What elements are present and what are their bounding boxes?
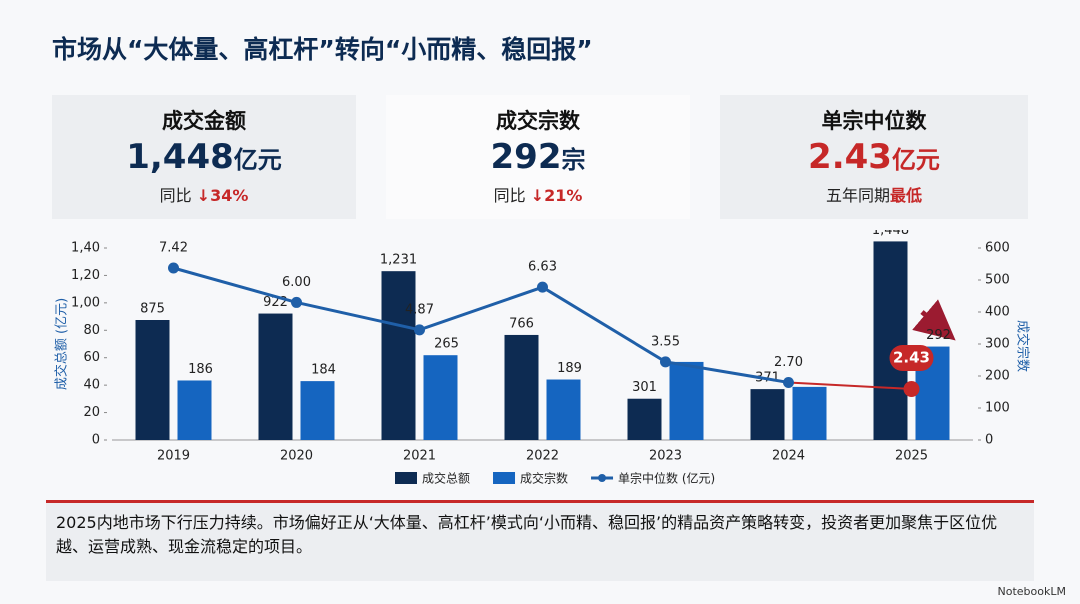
line-value-label: 6.00 — [282, 275, 311, 290]
kpi-title: 单宗中位数 — [821, 109, 927, 133]
y-tick-label: 20 — [83, 405, 100, 420]
brand: NotebookLM — [997, 585, 1066, 598]
kpi-unit: 亿元 — [233, 146, 282, 174]
bar-value-label: 301 — [632, 380, 657, 395]
bar — [546, 379, 581, 440]
x-tick-label: 2022 — [526, 449, 559, 464]
y-axis-label: 成交总额 (亿元) — [54, 298, 70, 390]
y-tick-label: 1,00 — [71, 295, 100, 310]
title: 市场从“大体量、高杠杆”转向“小而精、稳回报” — [52, 35, 593, 64]
kpi-value: 1,448 — [126, 137, 234, 177]
bar — [300, 381, 335, 440]
divider — [46, 500, 1034, 503]
kpi-unit: 亿元 — [891, 146, 940, 174]
y2-tick-label: 400 — [985, 305, 1010, 320]
legend-swatch — [395, 472, 417, 484]
legend-label: 成交总额 — [422, 471, 470, 486]
kpi-value: 2.43 — [808, 137, 892, 177]
x-tick-label: 2024 — [772, 449, 805, 464]
line-value-label: 2.43 — [893, 349, 930, 367]
y2-axis-label: 成交宗数 — [1015, 320, 1031, 372]
bar-value-label: 184 — [311, 363, 336, 378]
bar-value-label: 189 — [557, 361, 582, 376]
y2-tick-label: 0 — [985, 433, 993, 448]
bar-value-label: 186 — [188, 362, 213, 377]
kpi-unit: 宗 — [561, 146, 586, 174]
kpi-card: 成交金额 1,448亿元 同比 ↓34% — [52, 95, 356, 219]
bar — [792, 386, 827, 440]
value-badge — [889, 345, 934, 371]
line-point — [660, 356, 671, 368]
kpi-value: 292 — [490, 137, 562, 177]
bar — [258, 313, 293, 440]
bar-value-label: 265 — [434, 337, 459, 352]
bar — [669, 361, 704, 440]
y-tick-label: 0 — [92, 433, 100, 448]
line-value-label: 3.55 — [651, 334, 680, 349]
line-value-label: 2.70 — [774, 355, 803, 370]
line — [173, 266, 789, 384]
y-tick-label: 80 — [83, 323, 100, 338]
line-point — [903, 381, 920, 397]
y-tick-label: 40 — [83, 378, 100, 393]
y2-tick-label: 200 — [985, 369, 1010, 384]
x-tick-label: 2019 — [157, 449, 190, 464]
y-tick-label: 60 — [83, 350, 100, 365]
line-value-label: 4.87 — [405, 302, 434, 317]
kpi-card: 成交宗数 292宗 同比 ↓21% — [386, 95, 690, 219]
chart: 成交总额 (亿元) 0 20 40 60 80 1,00 1,20 1,40 0 100 200 30… — [54, 230, 1031, 486]
kpi-change: ↓34% — [196, 186, 249, 205]
bar — [381, 271, 416, 440]
bar-value-label: 875 — [140, 302, 165, 317]
bar — [750, 389, 785, 440]
kpi-title: 成交金额 — [162, 109, 246, 133]
bar — [423, 355, 458, 440]
bar — [135, 320, 170, 440]
y2-tick-label: 600 — [985, 241, 1010, 256]
line-point — [291, 296, 302, 308]
x-tick-label: 2023 — [649, 449, 682, 464]
y2-tick-label: 100 — [985, 401, 1010, 416]
line-point — [168, 262, 179, 274]
legend-dot — [598, 474, 607, 482]
kpi-card: 单宗中位数 2.43亿元 五年同期最低 — [720, 95, 1028, 219]
kpi-note: 五年同期 — [825, 186, 890, 205]
bar-value-label: 292 — [926, 328, 951, 343]
x-tick-label: 2021 — [403, 449, 436, 464]
kpi-note: 同比 — [159, 186, 192, 205]
bar-value-label: 1,448 — [872, 230, 909, 238]
kpi-note: 同比 — [493, 186, 526, 205]
bar — [177, 380, 212, 440]
kpi-note-emphasis: 最低 — [890, 186, 923, 205]
y-tick-label: 1,40 — [71, 241, 100, 256]
bar — [504, 334, 539, 440]
kpi-change: ↓21% — [530, 186, 583, 205]
kpi-title: 成交宗数 — [496, 109, 580, 133]
bar-value-label: 766 — [509, 316, 534, 331]
line-highlight — [788, 381, 912, 390]
x-tick-label: 2025 — [895, 449, 928, 464]
y2-tick-label: 500 — [985, 273, 1010, 288]
bar — [873, 241, 908, 440]
line-point — [783, 376, 794, 388]
x-tick-label: 2020 — [280, 449, 313, 464]
line-value-label: 6.63 — [528, 260, 557, 275]
legend-label: 单宗中位数 (亿元) — [618, 471, 715, 486]
y2-tick-label: 300 — [985, 337, 1010, 352]
y-tick-label: 1,20 — [71, 268, 100, 283]
trend-arrow — [912, 299, 956, 341]
line-value-label: 7.42 — [159, 241, 188, 256]
legend-label: 成交宗数 — [520, 471, 568, 486]
summary: 2025内地市场下行压力持续。市场偏好正从‘大体量、高杠杆’模式向‘小而精、稳回… — [46, 503, 1034, 581]
line-point — [414, 324, 425, 336]
line-point — [537, 281, 548, 293]
legend-swatch — [493, 472, 516, 484]
bar — [627, 398, 662, 440]
bar-value-label: 1,231 — [380, 253, 417, 268]
